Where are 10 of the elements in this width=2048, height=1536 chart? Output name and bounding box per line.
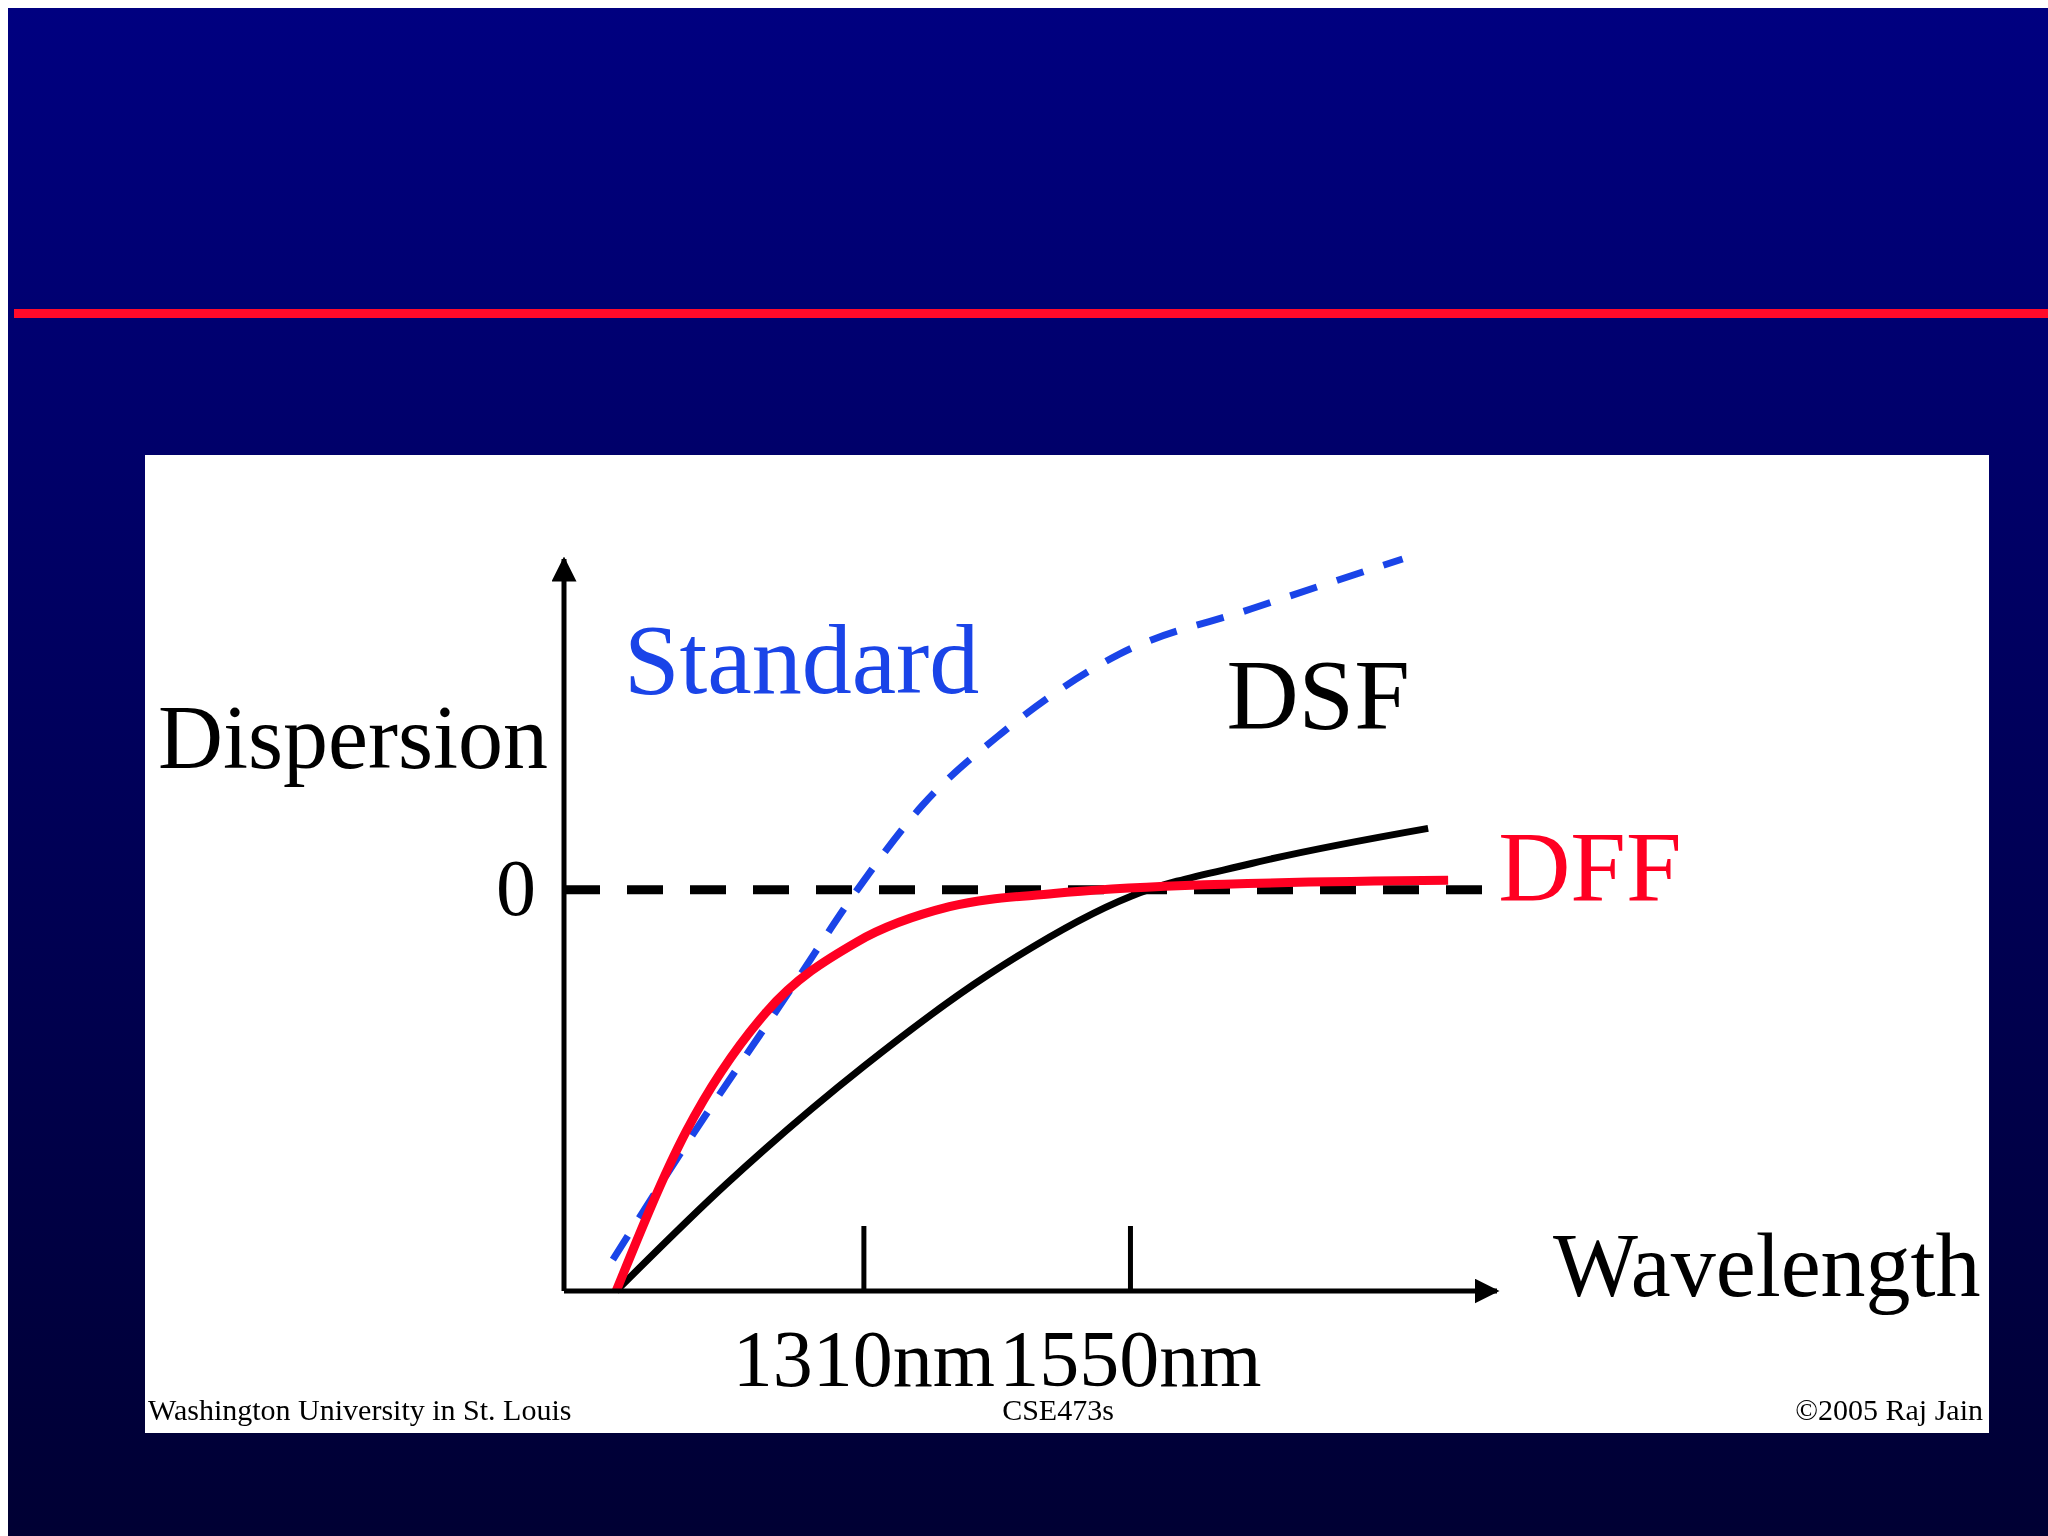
- series-label: DSF: [1226, 639, 1410, 751]
- text: 0: [496, 843, 536, 932]
- x-tick-label: 1310nm: [732, 1315, 996, 1403]
- series-label: Standard: [623, 604, 980, 716]
- y-axis-title: Dispersion: [158, 688, 548, 787]
- text: Washington University in St. Louis: [148, 1393, 572, 1426]
- text: CSE473s: [1002, 1393, 1114, 1426]
- series-label: DFF: [1498, 811, 1682, 923]
- x-axis-title: Wavelength: [1553, 1216, 1981, 1315]
- text: ©2005 Raj Jain: [1795, 1393, 1983, 1426]
